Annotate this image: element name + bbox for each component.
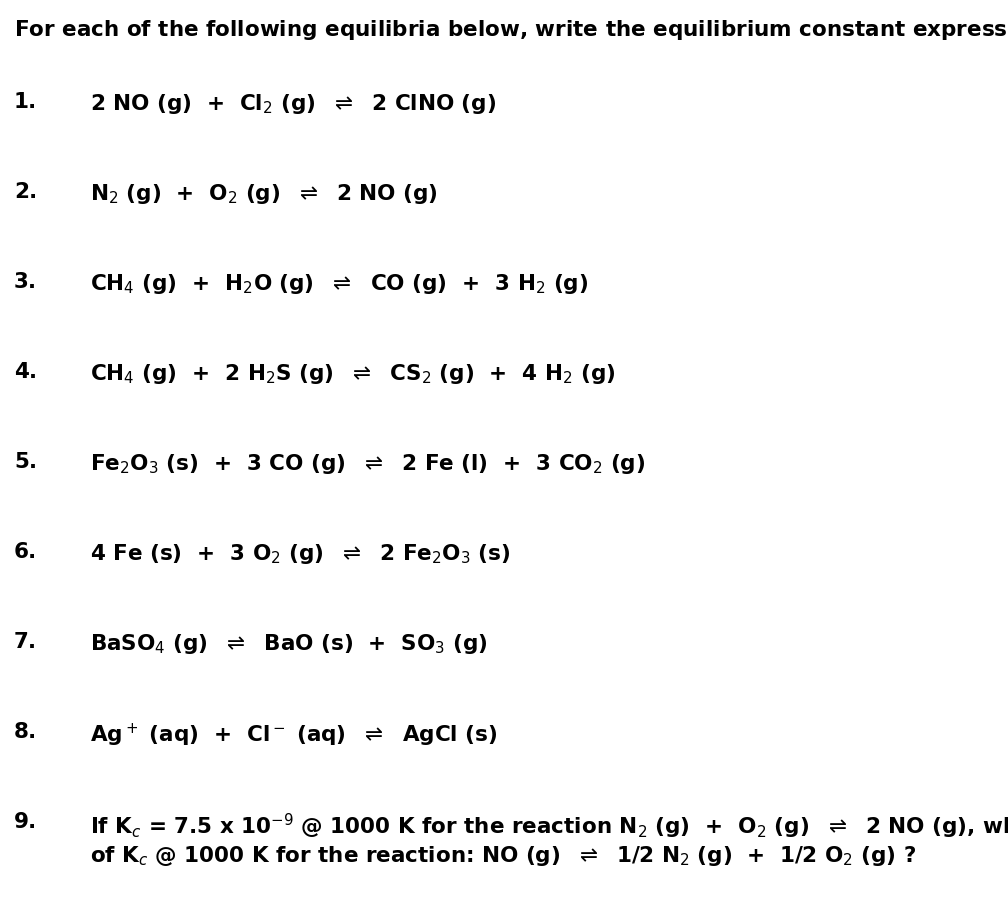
Text: 9.: 9. xyxy=(14,812,37,832)
Text: CH$_4$ (g)  +  2 H$_2$S (g)  $\rightleftharpoons$  CS$_2$ (g)  +  4 H$_2$ (g): CH$_4$ (g) + 2 H$_2$S (g) $\rightlefthar… xyxy=(90,362,616,386)
Text: 3.: 3. xyxy=(14,272,37,292)
Text: BaSO$_4$ (g)  $\rightleftharpoons$  BaO (s)  +  SO$_3$ (g): BaSO$_4$ (g) $\rightleftharpoons$ BaO (s… xyxy=(90,632,488,656)
Text: CH$_4$ (g)  +  H$_2$O (g)  $\rightleftharpoons$  CO (g)  +  3 H$_2$ (g): CH$_4$ (g) + H$_2$O (g) $\rightleftharpo… xyxy=(90,272,589,296)
Text: 1.: 1. xyxy=(14,92,37,112)
Text: If K$_c$ = 7.5 x 10$^{-9}$ @ 1000 K for the reaction N$_2$ (g)  +  O$_2$ (g)  $\: If K$_c$ = 7.5 x 10$^{-9}$ @ 1000 K for … xyxy=(90,812,1008,841)
Text: 4.: 4. xyxy=(14,362,37,382)
Text: For each of the following equilibria below, write the equilibrium constant expre: For each of the following equilibria bel… xyxy=(14,18,1008,42)
Text: of K$_c$ @ 1000 K for the reaction: NO (g)  $\rightleftharpoons$  1/2 N$_2$ (g) : of K$_c$ @ 1000 K for the reaction: NO (… xyxy=(90,844,916,868)
Text: N$_2$ (g)  +  O$_2$ (g)  $\rightleftharpoons$  2 NO (g): N$_2$ (g) + O$_2$ (g) $\rightleftharpoon… xyxy=(90,182,437,206)
Text: 8.: 8. xyxy=(14,722,37,742)
Text: 4 Fe (s)  +  3 O$_2$ (g)  $\rightleftharpoons$  2 Fe$_2$O$_3$ (s): 4 Fe (s) + 3 O$_2$ (g) $\rightleftharpoo… xyxy=(90,542,510,566)
Text: 7.: 7. xyxy=(14,632,37,652)
Text: Ag$^+$ (aq)  +  Cl$^-$ (aq)  $\rightleftharpoons$  AgCl (s): Ag$^+$ (aq) + Cl$^-$ (aq) $\rightlefthar… xyxy=(90,722,497,749)
Text: Fe$_2$O$_3$ (s)  +  3 CO (g)  $\rightleftharpoons$  2 Fe (l)  +  3 CO$_2$ (g): Fe$_2$O$_3$ (s) + 3 CO (g) $\rightleftha… xyxy=(90,452,645,476)
Text: 5.: 5. xyxy=(14,452,37,472)
Text: 2 NO (g)  +  Cl$_2$ (g)  $\rightleftharpoons$  2 ClNO (g): 2 NO (g) + Cl$_2$ (g) $\rightleftharpoon… xyxy=(90,92,496,116)
Text: 2.: 2. xyxy=(14,182,37,202)
Text: 6.: 6. xyxy=(14,542,37,562)
